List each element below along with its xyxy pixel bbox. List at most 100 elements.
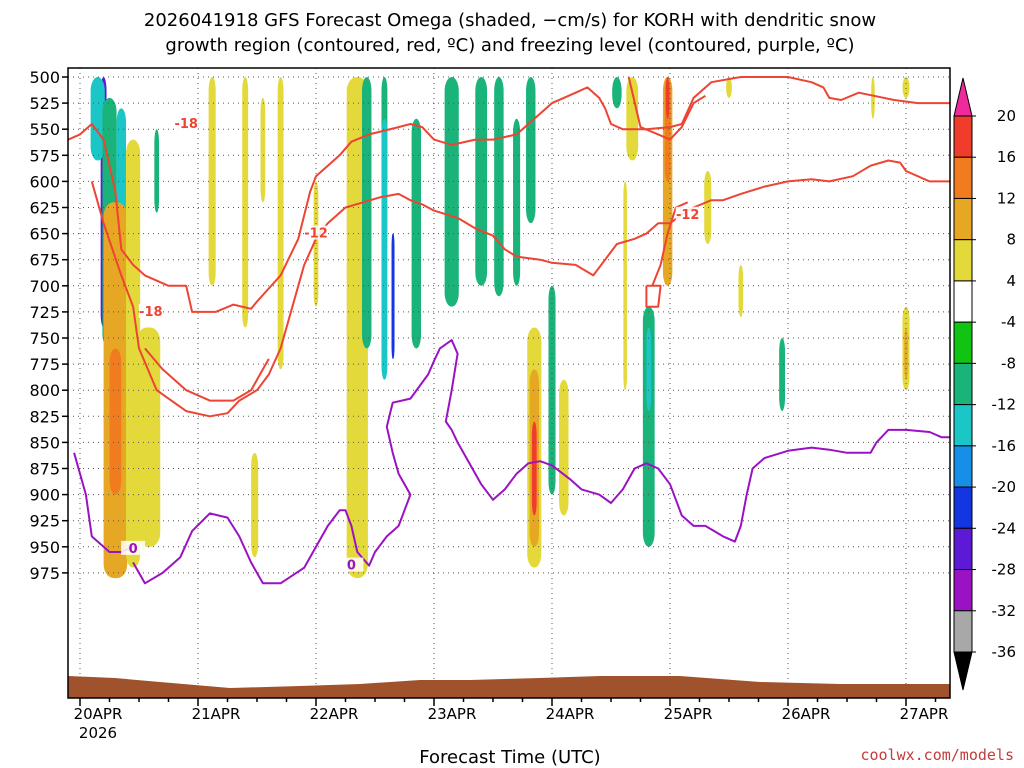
y-tick-label: 750 [29,329,60,348]
omega-shade-region [313,181,319,307]
y-tick-label: 875 [29,460,60,479]
red-contour-label-bg [675,206,700,221]
colorbar-label: -36 [992,643,1017,661]
colorbar-bottom-arrow [953,651,973,691]
omega-shade-region [612,77,622,109]
omega-shade-region [251,452,259,558]
red-contour-label-bg [174,115,199,130]
colorbar-bin [953,239,973,282]
y-tick-label: 625 [29,199,60,218]
y-tick-label: 700 [29,277,60,296]
red-contour-label: -12 [676,208,700,223]
y-tick-label: 550 [29,120,60,139]
omega-shade-region [494,77,504,297]
omega-shade-region [871,77,875,119]
purple-contour-label: 0 [129,542,138,557]
omega-shade-region [381,118,388,380]
credit-text: coolwx.com/models [860,746,1014,764]
colorbar-bin [953,156,973,199]
y-tick-label: 800 [29,381,60,400]
colorbar-label: -8 [1001,354,1016,372]
x-axis: 20APR 21APR 22APR 23APR 24APR 25APR 26APR 27APR [74,698,949,723]
y-tick-label: 675 [29,251,60,270]
omega-shade-region [260,97,266,203]
omega-shade-region [475,77,488,286]
ground-terrain [68,676,950,698]
colorbar-label: -20 [992,478,1017,496]
colorbar: 20 16 12 8 4 -4 -8 -12 -16 -20 -24 -28 -32 -36 [953,77,1017,691]
red-contour-label: -18 [139,305,163,320]
omega-shade-region [154,129,160,213]
omega-shade-region [90,77,105,161]
dendritic-growth-contours: -18 -12 -18 -12 [68,76,950,418]
colorbar-bin [953,610,973,653]
plot-frame [67,67,951,699]
purple-contour-label-bg [339,557,364,572]
colorbar-bin [953,197,973,241]
x-tick-label: 21APR [192,705,241,723]
omega-shade-region [559,379,569,516]
omega-shade-region [136,327,161,547]
colorbar-label: -4 [1001,313,1016,331]
y-tick-label: 600 [29,172,60,191]
colorbar-bin [953,280,973,323]
x-tick-label: 20APR [74,705,123,723]
purple-contour [132,339,950,585]
red-contour-label-bg [304,225,328,240]
omega-shade-region [646,327,652,412]
y-tick-label: 925 [29,512,60,531]
colorbar-label: -24 [992,519,1017,537]
omega-shade-region [779,338,786,412]
omega-shade-region [362,77,372,349]
omega-shade-region [665,77,670,119]
colorbar-bin [953,321,973,364]
red-contour-label: -18 [174,117,198,132]
y-tick-label: 500 [29,68,60,87]
omega-shade-region [726,77,732,98]
ground-fill [68,676,950,698]
x-tick-label: 24APR [546,705,595,723]
x-tick-label: 22APR [310,705,359,723]
colorbar-bin [953,445,973,488]
omega-shade-region [642,306,655,547]
x-tick-label: 27APR [900,705,949,723]
omega-shade-region [411,118,422,349]
red-contour [651,201,689,287]
red-contour-label-bg [138,303,163,318]
purple-contour-label-bg [121,540,146,555]
y-tick-label: 975 [29,564,60,583]
y-tick-label: 900 [29,486,60,505]
colorbar-bin [953,569,973,612]
y-tick-label: 650 [29,225,60,244]
red-contour [68,76,950,313]
omega-shade-region [623,181,627,391]
red-contour [90,159,950,418]
y-tick-label: 850 [29,433,60,452]
omega-shade-region [531,421,537,516]
colorbar-label: -12 [992,396,1017,414]
omega-shade-region [444,77,459,307]
colorbar-label: 16 [997,148,1016,166]
y-tick-label: 725 [29,303,60,322]
omega-shade-region [208,77,216,286]
colorbar-bin [953,115,973,158]
omega-shade-region [526,77,536,224]
omega-shade-region [277,77,284,370]
colorbar-label: 20 [997,107,1016,125]
year-label: 2026 [79,724,117,742]
omega-shade-region [513,118,521,286]
red-contour [645,284,662,308]
colorbar-label: 12 [997,189,1016,207]
y-tick-label: 575 [29,146,60,165]
y-tick-label: 825 [29,407,60,426]
x-tick-label: 26APR [782,705,831,723]
y-tick-label: 950 [29,538,60,557]
colorbar-label: 4 [1006,272,1016,290]
red-contour [144,347,270,402]
omega-shade-region [626,77,639,161]
colorbar-label: -28 [992,561,1017,579]
omega-shade-region [391,233,395,359]
colorbar-bin [953,362,973,406]
gridlines [68,68,950,698]
x-axis-label: Forecast Time (UTC) [419,747,600,768]
